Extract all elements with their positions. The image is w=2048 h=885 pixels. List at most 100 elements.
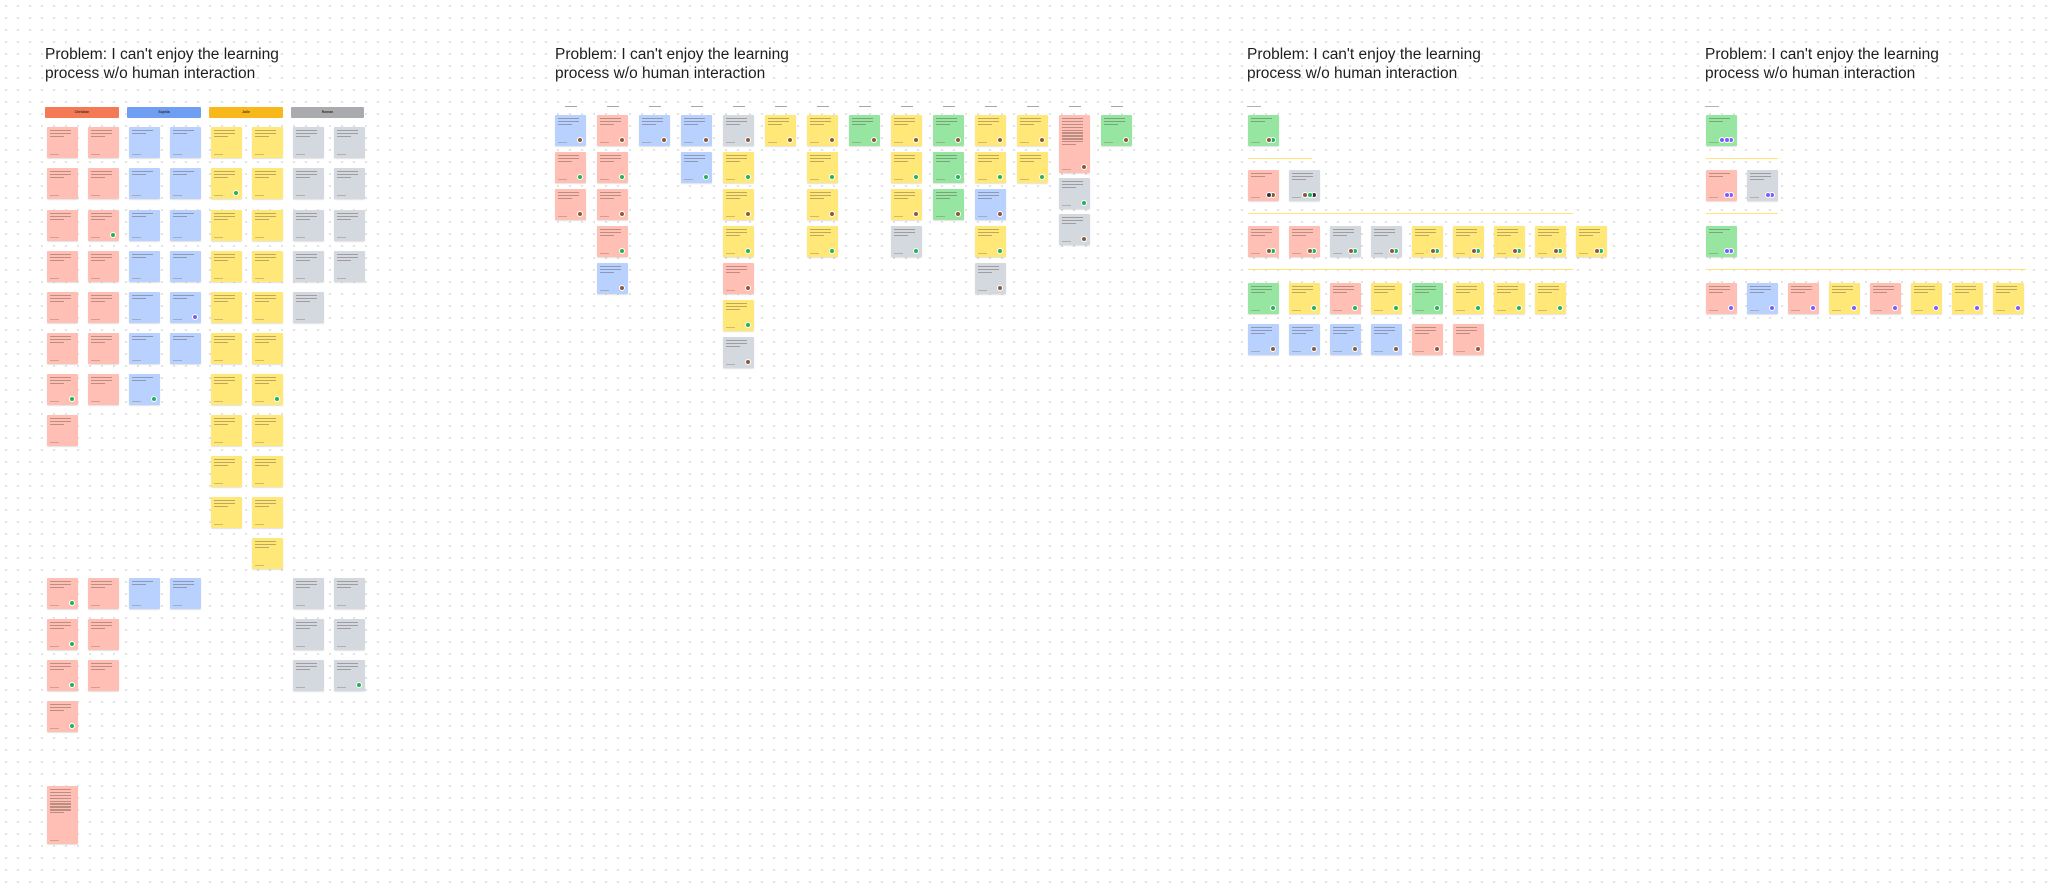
avatar-icon[interactable] xyxy=(1516,305,1522,311)
sticky-note[interactable] xyxy=(88,251,119,282)
persona-header-jolie[interactable]: Jolie xyxy=(209,107,283,118)
sticky-note[interactable] xyxy=(211,168,242,199)
avatar-icon[interactable] xyxy=(110,232,116,238)
sticky-note[interactable] xyxy=(555,189,586,220)
avatar-icon[interactable] xyxy=(1270,346,1276,352)
sticky-note[interactable] xyxy=(211,374,242,405)
sticky-note[interactable] xyxy=(849,115,880,146)
sticky-note[interactable] xyxy=(88,660,119,691)
sticky-note[interactable] xyxy=(1952,283,1983,314)
sticky-note[interactable] xyxy=(1576,226,1607,257)
sticky-note[interactable] xyxy=(334,251,365,282)
avatar-icon[interactable] xyxy=(1511,248,1518,254)
sticky-note[interactable] xyxy=(975,226,1006,257)
sticky-note[interactable] xyxy=(293,251,324,282)
persona-header-christian[interactable]: Christian xyxy=(45,107,119,118)
sticky-note[interactable] xyxy=(88,210,119,241)
sticky-note[interactable] xyxy=(1412,226,1443,257)
avatar-icon[interactable] xyxy=(1270,305,1276,311)
frame-title-3[interactable]: Problem: I can't enjoy the learning proc… xyxy=(1247,46,1481,82)
avatar-icon[interactable] xyxy=(1265,192,1272,198)
avatar-icon[interactable] xyxy=(151,396,157,402)
sticky-note[interactable] xyxy=(129,292,160,323)
avatar-icon[interactable] xyxy=(233,190,239,196)
sticky-note[interactable] xyxy=(723,115,754,146)
avatar-icon[interactable] xyxy=(1081,236,1087,242)
sticky-note[interactable] xyxy=(1535,283,1566,314)
avatar-icon[interactable] xyxy=(1311,346,1317,352)
sticky-note[interactable] xyxy=(1248,170,1279,201)
avatar-icon[interactable] xyxy=(997,211,1003,217)
sticky-note[interactable] xyxy=(47,578,78,609)
persona-header-sophia[interactable]: Sophia xyxy=(127,107,201,118)
sticky-note[interactable] xyxy=(933,115,964,146)
sticky-note[interactable] xyxy=(88,127,119,158)
cluster-header-line[interactable] xyxy=(775,106,787,108)
sticky-note[interactable] xyxy=(1412,324,1443,355)
avatar-icon[interactable] xyxy=(1723,192,1730,198)
cluster-header-line[interactable] xyxy=(733,106,745,108)
sticky-note[interactable] xyxy=(293,578,324,609)
sticky-note[interactable] xyxy=(975,115,1006,146)
sticky-note[interactable] xyxy=(639,115,670,146)
cluster-header-line[interactable] xyxy=(943,106,955,108)
sticky-note[interactable] xyxy=(334,168,365,199)
sticky-note[interactable] xyxy=(891,115,922,146)
sticky-note[interactable] xyxy=(1289,324,1320,355)
sticky-note[interactable] xyxy=(88,168,119,199)
sticky-note[interactable] xyxy=(1453,324,1484,355)
sticky-note[interactable] xyxy=(211,127,242,158)
cluster-header-line[interactable] xyxy=(859,106,871,108)
sticky-note[interactable] xyxy=(252,168,283,199)
cluster-header-line[interactable] xyxy=(1111,106,1123,108)
sticky-note[interactable] xyxy=(1870,283,1901,314)
sticky-note[interactable] xyxy=(252,333,283,364)
sticky-note[interactable] xyxy=(252,538,283,569)
persona-header-roman[interactable]: Roman xyxy=(291,107,364,118)
sticky-note[interactable] xyxy=(252,127,283,158)
avatar-icon[interactable] xyxy=(913,137,919,143)
sticky-note[interactable] xyxy=(1993,283,2024,314)
avatar-icon[interactable] xyxy=(1265,248,1272,254)
sticky-note[interactable] xyxy=(1706,115,1737,146)
avatar-icon[interactable] xyxy=(619,174,625,180)
sticky-note[interactable] xyxy=(252,374,283,405)
avatar-icon[interactable] xyxy=(1974,305,1980,311)
avatar-icon[interactable] xyxy=(997,137,1003,143)
sticky-note[interactable] xyxy=(1059,214,1090,245)
sticky-note[interactable] xyxy=(252,292,283,323)
frame-title-1[interactable]: Problem: I can't enjoy the learning proc… xyxy=(45,46,279,82)
avatar-icon[interactable] xyxy=(829,174,835,180)
sticky-note[interactable] xyxy=(597,263,628,294)
sticky-note[interactable] xyxy=(597,226,628,257)
avatar-icon[interactable] xyxy=(69,396,75,402)
sticky-note[interactable] xyxy=(47,168,78,199)
sticky-note[interactable] xyxy=(1453,226,1484,257)
sticky-note[interactable] xyxy=(211,292,242,323)
avatar-icon[interactable] xyxy=(1352,305,1358,311)
sticky-note[interactable] xyxy=(211,210,242,241)
sticky-note[interactable] xyxy=(129,333,160,364)
frame-title-4[interactable]: Problem: I can't enjoy the learning proc… xyxy=(1705,46,1939,82)
avatar-icon[interactable] xyxy=(997,174,1003,180)
avatar-icon[interactable] xyxy=(661,137,667,143)
sticky-note[interactable] xyxy=(723,226,754,257)
sticky-note[interactable] xyxy=(47,374,78,405)
avatar-icon[interactable] xyxy=(955,137,961,143)
sticky-note[interactable] xyxy=(1371,283,1402,314)
sticky-note[interactable] xyxy=(1453,283,1484,314)
avatar-icon[interactable] xyxy=(1039,137,1045,143)
sticky-note[interactable] xyxy=(1706,283,1737,314)
sticky-note[interactable] xyxy=(723,337,754,368)
sticky-note[interactable] xyxy=(1330,226,1361,257)
avatar-icon[interactable] xyxy=(1434,305,1440,311)
sticky-note[interactable] xyxy=(129,127,160,158)
cluster-header-line[interactable] xyxy=(985,106,997,108)
sticky-note[interactable] xyxy=(252,497,283,528)
avatar-icon[interactable] xyxy=(69,600,75,606)
sticky-note[interactable] xyxy=(1248,283,1279,314)
avatar-icon[interactable] xyxy=(619,137,625,143)
sticky-note[interactable] xyxy=(1059,178,1090,209)
sticky-note[interactable] xyxy=(891,189,922,220)
sticky-note[interactable] xyxy=(1747,170,1778,201)
